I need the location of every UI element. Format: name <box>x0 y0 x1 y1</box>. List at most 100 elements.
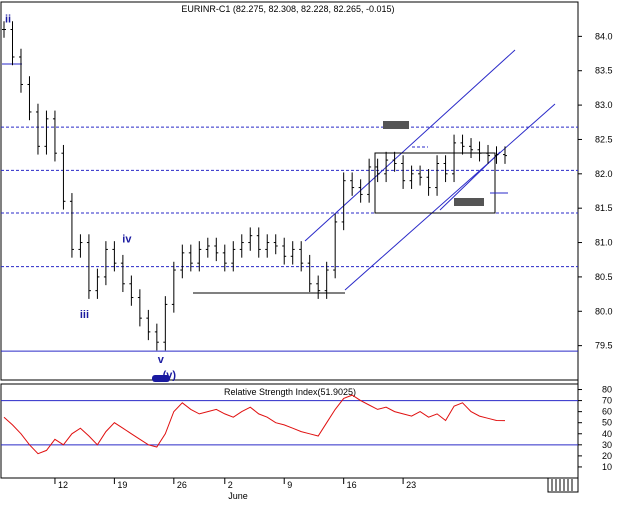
price-bar <box>112 241 117 272</box>
price-bar <box>256 227 261 258</box>
x-tick-label: 9 <box>287 480 292 490</box>
rsi-panel-frame <box>0 383 579 479</box>
price-bar <box>146 309 151 341</box>
x-tick-label: 16 <box>347 480 357 490</box>
price-bar <box>307 254 312 293</box>
x-tick-label: 23 <box>406 480 416 490</box>
wave-label: iii <box>80 309 89 321</box>
price-bar <box>35 103 40 155</box>
price-bar <box>299 241 304 272</box>
price-bar <box>154 323 159 351</box>
price-bar <box>86 234 91 299</box>
rsi-tick-label: 40 <box>602 429 612 439</box>
rsi-line <box>3 394 506 455</box>
price-bar <box>282 237 287 265</box>
price-bar <box>171 261 176 313</box>
price-bar <box>69 193 74 258</box>
price-bar <box>180 244 185 279</box>
y-tick-label: 83.5 <box>595 66 613 76</box>
price-bar <box>205 237 210 258</box>
price-bar <box>435 155 440 196</box>
rsi-tick-label: 10 <box>602 462 612 472</box>
price-bar <box>358 179 363 203</box>
channel-lower-line <box>344 103 556 291</box>
price-bar <box>469 138 474 159</box>
price-bar <box>392 151 397 172</box>
price-bar <box>197 241 202 272</box>
range-box <box>374 152 496 214</box>
price-bar <box>452 134 457 183</box>
channel-upper-line <box>304 49 516 242</box>
y-tick-label: 82.0 <box>595 169 613 179</box>
y-tick-label: 80.5 <box>595 272 613 282</box>
price-bar <box>401 155 406 189</box>
price-bar <box>231 241 236 272</box>
price-bar <box>163 296 168 351</box>
price-bar <box>477 141 482 162</box>
price-bar <box>409 165 414 189</box>
price-bar <box>367 158 372 203</box>
price-bar <box>273 234 278 255</box>
price-bar <box>214 237 219 262</box>
price-bar <box>95 268 100 299</box>
price-bar <box>341 172 346 231</box>
y-tick-label: 84.0 <box>595 31 613 41</box>
price-bar <box>137 289 142 327</box>
x-tick-label: 12 <box>58 480 68 490</box>
wave-label: iv <box>122 234 132 246</box>
scroll-stub-hatch <box>551 479 573 491</box>
price-bar <box>418 165 423 186</box>
price-bar <box>44 110 49 155</box>
price-bar <box>27 76 32 121</box>
rsi-tick-label: 50 <box>602 418 612 428</box>
wave-label: ii <box>5 14 11 26</box>
channel-mid-line <box>439 151 501 211</box>
price-bar <box>222 244 227 272</box>
price-axis: 84.0 83.5 83.0 82.5 82.0 81.5 81.0 80.5 80.0 79.5 <box>578 31 613 351</box>
y-tick-label: 79.5 <box>595 341 613 351</box>
price-bar <box>375 158 380 183</box>
price-bar <box>103 241 108 286</box>
price-bar <box>486 144 491 164</box>
wave-label: v <box>158 354 165 366</box>
price-bar <box>10 21 15 66</box>
price-bar <box>503 146 507 164</box>
x-tick-label: 19 <box>117 480 127 490</box>
price-bar <box>129 275 134 306</box>
price-bar <box>265 234 270 258</box>
wave-label: (v) <box>163 370 177 382</box>
price-bar <box>494 146 499 164</box>
price-bar <box>290 241 295 265</box>
y-tick-label: 83.0 <box>595 100 613 110</box>
y-tick-label: 81.0 <box>595 238 613 248</box>
price-bars <box>2 21 507 351</box>
trend-channels <box>2 49 556 382</box>
y-tick-label: 80.0 <box>595 306 613 316</box>
rsi-tick-label: 20 <box>602 451 612 461</box>
y-tick-label: 81.5 <box>595 203 613 213</box>
chart-title: EURINR-C1 (82.275, 82.308, 82.228, 82.26… <box>181 4 394 14</box>
price-bar <box>248 227 253 251</box>
marker-box-bottom <box>152 375 170 382</box>
rsi-tick-label: 80 <box>602 385 612 395</box>
rsi-series <box>1 394 578 455</box>
price-bar <box>384 151 389 183</box>
price-bar <box>460 134 465 155</box>
rsi-tick-label: 30 <box>602 440 612 450</box>
price-bar <box>61 144 66 210</box>
price-bar <box>120 254 125 293</box>
price-bar <box>333 213 338 279</box>
price-bar <box>350 172 355 196</box>
price-bar <box>188 244 193 272</box>
main-panel-frame <box>0 1 579 381</box>
y-tick-label: 82.5 <box>595 134 613 144</box>
price-bar <box>426 169 431 196</box>
price-bar <box>443 155 448 183</box>
x-tick-label: 26 <box>177 480 187 490</box>
price-bar <box>239 234 244 258</box>
price-bar <box>324 261 329 299</box>
price-bar <box>18 48 23 93</box>
